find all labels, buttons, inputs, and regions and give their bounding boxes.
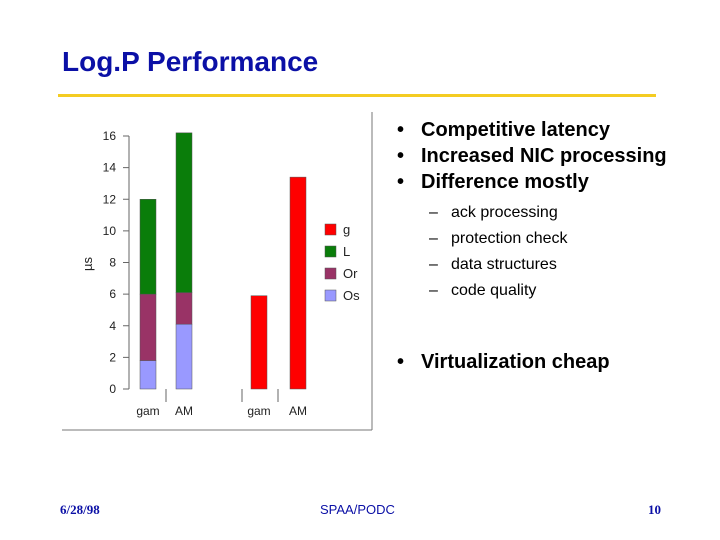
bar-segment-g (250, 295, 268, 390)
bullet-text: Difference mostly (421, 171, 589, 193)
dash-marker: – (429, 282, 438, 299)
footer-page-number: 10 (648, 502, 661, 517)
sub-bullet-text: data structures (451, 256, 557, 273)
y-tick-label: 2 (109, 350, 116, 364)
sub-bullet-text: ack processing (451, 204, 558, 221)
sub-bullet-text: protection check (451, 230, 568, 247)
dash-marker: – (429, 256, 438, 273)
sub-bullet-ack: – ack processing (395, 200, 705, 226)
legend-swatch-os (324, 289, 337, 302)
bar-segment-l (175, 132, 193, 293)
y-tick-label: 8 (109, 256, 116, 270)
bullet-marker: • (397, 171, 405, 193)
x-category-label: gam (247, 404, 270, 418)
legend-label: Os (343, 288, 360, 303)
bullet-virtualization: • Virtualization cheap (395, 350, 610, 374)
bullet-text: Virtualization cheap (421, 351, 610, 373)
legend-swatch-l (324, 245, 337, 258)
footer-date: 6/28/98 (60, 502, 100, 517)
bullet-list: • Competitive latency • Increased NIC pr… (395, 118, 705, 304)
legend-label: L (343, 244, 350, 259)
y-tick-label: 6 (109, 287, 116, 301)
bullet-marker: • (397, 119, 405, 141)
y-tick-label: 4 (109, 319, 116, 333)
x-category-label: AM (289, 404, 307, 418)
legend-swatch-or (324, 267, 337, 280)
legend-label: Or (343, 266, 358, 281)
y-axis-label: µs (80, 257, 95, 271)
bar-segment-os (139, 360, 157, 390)
footer-conference: SPAA/PODC (320, 502, 395, 517)
bullet-increased-nic: • Increased NIC processing (395, 144, 705, 168)
legend-swatch-g (324, 223, 337, 236)
sub-bullet-list: – ack processing – protection check – da… (395, 200, 705, 304)
y-tick-label: 16 (103, 129, 117, 143)
x-category-label: gam (136, 404, 159, 418)
bar-segment-l (139, 199, 157, 295)
sub-bullet-code-quality: – code quality (395, 278, 705, 304)
bullet-competitive-latency: • Competitive latency (395, 118, 705, 142)
latency-chart-svg: 0 2 4 6 8 10 12 14 16 µs gam AM gam AM gL Or Os (62, 112, 373, 431)
bar-segment-or (139, 293, 157, 361)
dash-marker: – (429, 204, 438, 221)
y-tick-label: 0 (109, 382, 116, 396)
bullet-text: Competitive latency (421, 119, 610, 141)
y-tick-label: 14 (103, 161, 117, 175)
slide-title: Log.P Performance (62, 46, 319, 77)
bullet-text: Increased NIC processing (421, 145, 667, 167)
bullet-marker: • (397, 351, 405, 373)
sub-bullet-text: code quality (451, 282, 537, 299)
x-category-label: AM (175, 404, 193, 418)
bullet-marker: • (397, 145, 405, 167)
legend-label: g (343, 222, 350, 237)
sub-bullet-data-structures: – data structures (395, 252, 705, 278)
bar-segment-g (289, 176, 307, 390)
bar-segment-or (175, 292, 193, 325)
y-tick-label: 10 (103, 224, 117, 238)
latency-chart: 0 2 4 6 8 10 12 14 16 µs gam AM gam AM g L Or Os (62, 112, 373, 431)
dash-marker: – (429, 230, 438, 247)
bar-segment-os (175, 323, 193, 390)
y-tick-label: 12 (103, 192, 117, 206)
bullet-difference-mostly: • Difference mostly (395, 170, 705, 194)
sub-bullet-protection: – protection check (395, 226, 705, 252)
title-underline (58, 94, 656, 97)
